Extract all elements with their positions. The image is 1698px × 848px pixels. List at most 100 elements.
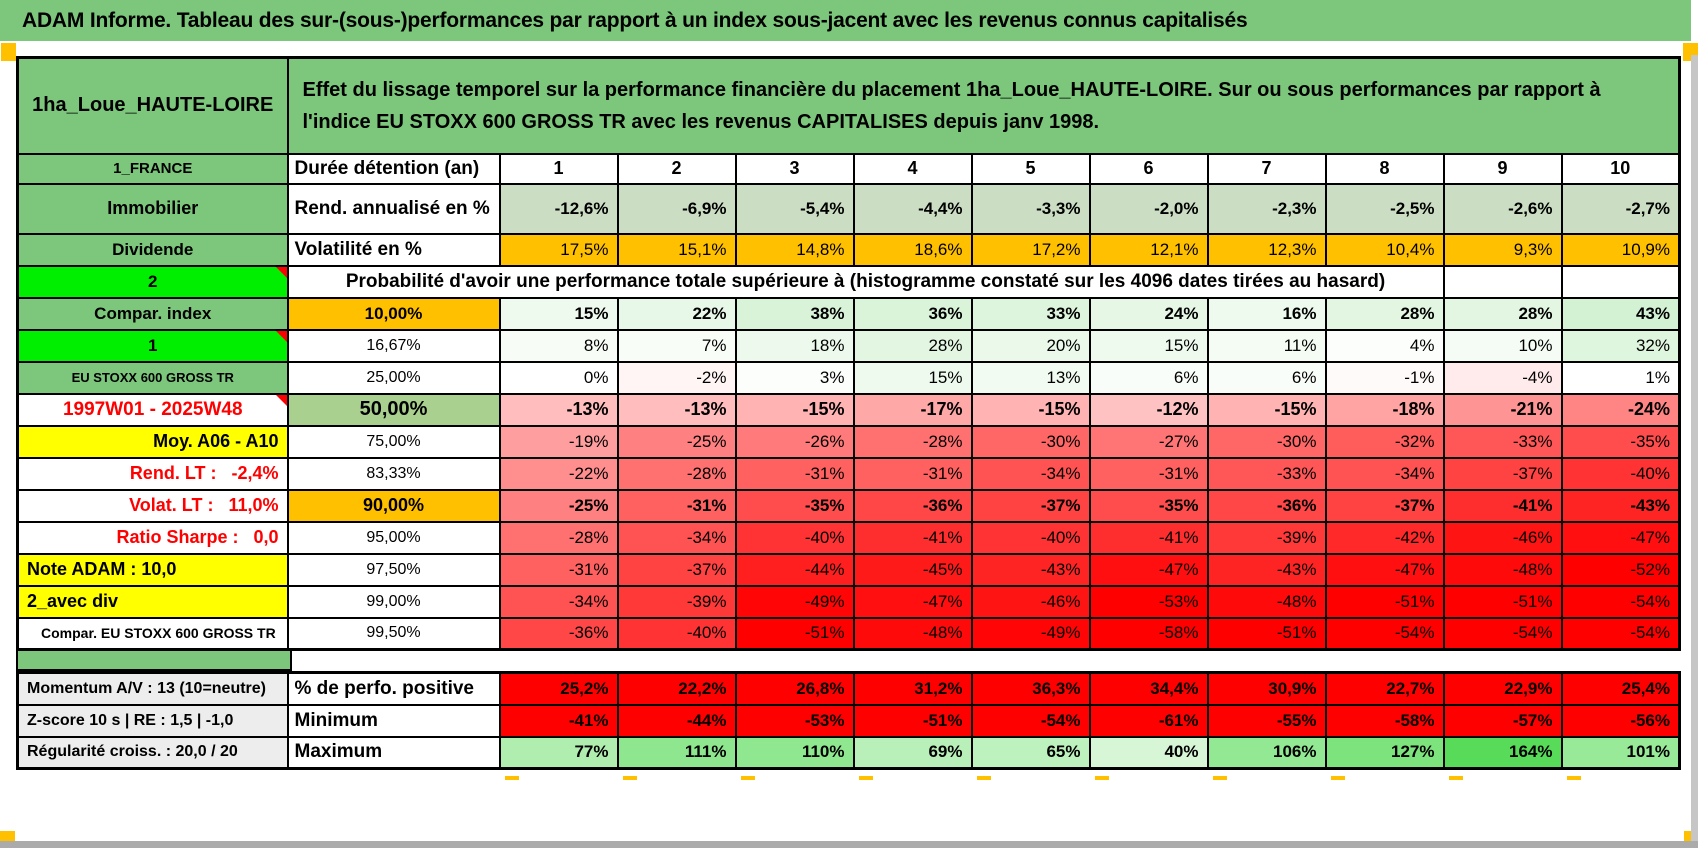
row-label-asset-class[interactable]: Immobilier (16, 182, 289, 235)
data-cell[interactable]: -52% (1560, 552, 1681, 587)
data-cell[interactable]: -31% (852, 456, 973, 491)
empty-cell[interactable] (1560, 264, 1681, 299)
data-cell[interactable]: 110% (734, 735, 855, 770)
data-cell[interactable]: -53% (734, 703, 855, 738)
annualized-return-header[interactable]: Rend. annualisé en % (286, 182, 501, 235)
data-cell[interactable]: -49% (734, 584, 855, 619)
data-cell[interactable]: -57% (1442, 703, 1563, 738)
data-cell[interactable]: -54% (1560, 584, 1681, 619)
data-cell[interactable]: -2,3% (1206, 182, 1327, 235)
row-label-scenario-1[interactable]: 1 (16, 328, 289, 363)
data-cell[interactable]: -41% (1088, 520, 1209, 555)
row-label-compar-full[interactable]: Compar. EU STOXX 600 GROSS TR (16, 616, 289, 651)
data-cell[interactable]: -53% (1088, 584, 1209, 619)
data-cell[interactable]: -12,6% (498, 182, 619, 235)
row-label-zscore[interactable]: Z-score 10 s | RE : 1,5 | -1,0 (16, 703, 289, 738)
data-cell[interactable]: -27% (1088, 424, 1209, 459)
data-cell[interactable]: 3 (734, 152, 855, 185)
data-cell[interactable]: -48% (1442, 552, 1563, 587)
data-cell[interactable]: 6% (1088, 360, 1209, 395)
data-cell[interactable]: 38% (734, 296, 855, 331)
data-cell[interactable]: -2,6% (1442, 182, 1563, 235)
data-cell[interactable]: 7% (616, 328, 737, 363)
data-cell[interactable]: -42% (1324, 520, 1445, 555)
data-cell[interactable]: -21% (1442, 392, 1563, 427)
data-cell[interactable]: -47% (1324, 552, 1445, 587)
data-cell[interactable]: 6% (1206, 360, 1327, 395)
data-cell[interactable]: -35% (734, 488, 855, 523)
data-cell[interactable]: -37% (1324, 488, 1445, 523)
data-cell[interactable]: -41% (498, 703, 619, 738)
data-cell[interactable]: -6,9% (616, 182, 737, 235)
data-cell[interactable]: -15% (734, 392, 855, 427)
row-label-dividend[interactable]: Dividende (16, 232, 289, 267)
data-cell[interactable]: -40% (734, 520, 855, 555)
data-cell[interactable]: -61% (1088, 703, 1209, 738)
data-cell[interactable]: 34,4% (1088, 671, 1209, 706)
data-cell[interactable]: -48% (852, 616, 973, 651)
probability-span-cell[interactable]: Probabilité d'avoir une performance tota… (286, 264, 1445, 299)
data-cell[interactable]: -4,4% (852, 182, 973, 235)
data-cell[interactable]: 14,8% (734, 232, 855, 267)
data-cell[interactable]: 22,7% (1324, 671, 1445, 706)
data-cell[interactable]: 15% (498, 296, 619, 331)
data-cell[interactable]: -36% (498, 616, 619, 651)
row-label-period[interactable]: 1997W01 - 2025W48 (16, 392, 289, 427)
data-cell[interactable]: -31% (616, 488, 737, 523)
data-cell[interactable]: 24% (1088, 296, 1209, 331)
row-label-scenario-2[interactable]: 2 (16, 264, 289, 299)
data-cell[interactable]: -30% (970, 424, 1091, 459)
data-cell[interactable]: 15% (852, 360, 973, 395)
data-cell[interactable]: -25% (616, 424, 737, 459)
data-cell[interactable]: -32% (1324, 424, 1445, 459)
row-label-avec-div[interactable]: 2_avec div (16, 584, 289, 619)
data-cell[interactable]: -35% (1088, 488, 1209, 523)
data-cell[interactable]: -19% (498, 424, 619, 459)
data-cell[interactable]: -51% (1442, 584, 1563, 619)
data-cell[interactable]: -37% (970, 488, 1091, 523)
data-cell[interactable]: -40% (970, 520, 1091, 555)
data-cell[interactable]: -28% (498, 520, 619, 555)
data-cell[interactable]: 2 (616, 152, 737, 185)
data-cell[interactable]: 17,2% (970, 232, 1091, 267)
data-cell[interactable]: 164% (1442, 735, 1563, 770)
data-cell[interactable]: 25,4% (1560, 671, 1681, 706)
data-cell[interactable]: 77% (498, 735, 619, 770)
data-cell[interactable]: -28% (852, 424, 973, 459)
data-cell[interactable]: -13% (498, 392, 619, 427)
data-cell[interactable]: 69% (852, 735, 973, 770)
data-cell[interactable]: 31,2% (852, 671, 973, 706)
row-label-note-adam[interactable]: Note ADAM : 10,0 (16, 552, 289, 587)
data-cell[interactable]: -51% (1324, 584, 1445, 619)
data-cell[interactable]: 10 (1560, 152, 1681, 185)
data-cell[interactable]: 36% (852, 296, 973, 331)
data-cell[interactable]: 28% (852, 328, 973, 363)
data-cell[interactable]: 28% (1324, 296, 1445, 331)
data-cell[interactable]: 30,9% (1206, 671, 1327, 706)
data-cell[interactable]: -47% (1088, 552, 1209, 587)
data-cell[interactable]: -58% (1324, 703, 1445, 738)
data-cell[interactable]: -35% (1560, 424, 1681, 459)
data-cell[interactable]: -43% (1206, 552, 1327, 587)
data-cell[interactable]: -36% (852, 488, 973, 523)
data-cell[interactable]: 8% (498, 328, 619, 363)
percentile-99[interactable]: 99,00% (286, 584, 501, 619)
data-cell[interactable]: -46% (970, 584, 1091, 619)
data-cell[interactable]: -15% (970, 392, 1091, 427)
data-cell[interactable]: -54% (970, 703, 1091, 738)
row-label-moyenne[interactable]: Moy. A06 - A10 (16, 424, 289, 459)
data-cell[interactable]: -18% (1324, 392, 1445, 427)
data-cell[interactable]: -43% (1560, 488, 1681, 523)
percentile-10[interactable]: 10,00% (286, 296, 501, 331)
data-cell[interactable]: -25% (498, 488, 619, 523)
data-cell[interactable]: -36% (1206, 488, 1327, 523)
data-cell[interactable]: 10% (1442, 328, 1563, 363)
data-cell[interactable]: -58% (1088, 616, 1209, 651)
volatility-header[interactable]: Volatilité en % (286, 232, 501, 267)
row-label-momentum[interactable]: Momentum A/V : 13 (10=neutre) (16, 671, 289, 706)
data-cell[interactable]: 4% (1324, 328, 1445, 363)
data-cell[interactable]: 22,2% (616, 671, 737, 706)
data-cell[interactable]: -17% (852, 392, 973, 427)
data-cell[interactable]: -12% (1088, 392, 1209, 427)
row-label-compar-index[interactable]: Compar. index (16, 296, 289, 331)
